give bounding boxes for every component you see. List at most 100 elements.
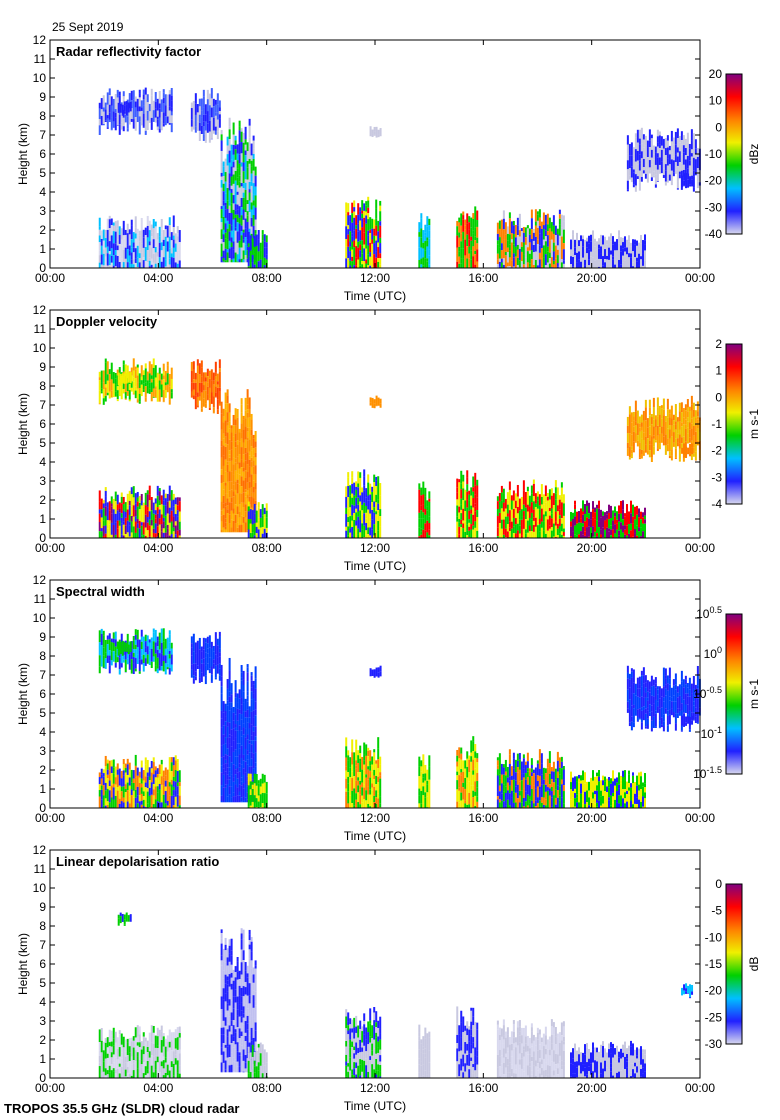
echo-cell — [546, 492, 549, 497]
echo-cell — [542, 504, 545, 515]
echo-cell — [353, 495, 356, 506]
echo-cell — [680, 140, 683, 145]
echo-cell — [612, 256, 614, 260]
echo-cell — [162, 375, 165, 380]
echo-cell — [252, 684, 255, 694]
echo-cell — [228, 481, 231, 491]
echo-cell — [351, 771, 354, 778]
echo-cell — [458, 522, 461, 527]
echo-cell — [426, 510, 429, 521]
echo-cell — [377, 129, 380, 135]
echo-cell — [347, 477, 350, 486]
echo-cell — [572, 512, 574, 519]
echo-cell — [230, 694, 233, 703]
echo-cell — [128, 121, 131, 125]
echo-cell — [116, 769, 119, 775]
echo-cell — [532, 229, 535, 233]
echo-cell — [148, 382, 151, 389]
echo-cell — [584, 513, 586, 522]
echo-cell — [373, 761, 376, 770]
echo-cell — [624, 525, 626, 530]
echo-cell — [230, 707, 233, 718]
echo-cell — [222, 744, 225, 757]
echo-cell — [136, 228, 139, 234]
echo-cell — [238, 142, 241, 155]
echo-cell — [228, 150, 231, 163]
echo-cell — [476, 243, 479, 250]
echo-cell — [224, 161, 227, 173]
echo-cell — [606, 240, 608, 245]
echo-cell — [218, 100, 221, 108]
echo-cell — [226, 172, 229, 183]
echo-cell — [656, 129, 659, 137]
echo-cell — [128, 663, 131, 670]
echo-cell — [226, 182, 229, 189]
echo-cell — [634, 533, 636, 538]
echo-cell — [456, 755, 459, 762]
echo-cell — [160, 784, 163, 797]
echo-cell — [546, 796, 549, 808]
echo-cell — [347, 535, 350, 538]
echo-cell — [164, 780, 167, 787]
echo-cell — [556, 528, 559, 536]
echo-cell — [232, 154, 235, 162]
panel-title: Radar reflectivity factor — [56, 44, 201, 59]
echo-cell — [176, 497, 179, 506]
y-tick-label: 2 — [39, 223, 46, 237]
echo-cell — [98, 250, 101, 256]
echo-cell — [496, 259, 499, 265]
echo-cell — [130, 219, 133, 226]
echo-cell — [458, 758, 461, 772]
echo-cell — [578, 534, 580, 538]
echo-cell — [198, 130, 201, 141]
echo-cell — [224, 716, 227, 722]
echo-cell — [214, 665, 217, 678]
echo-cell — [144, 110, 147, 119]
echo-cell — [249, 523, 252, 529]
echo-cell — [144, 514, 147, 528]
echo-cell — [259, 259, 262, 268]
echo-cell — [156, 495, 159, 508]
echo-cell — [586, 500, 588, 506]
echo-cell — [250, 181, 253, 186]
echo-cell — [361, 514, 364, 524]
echo-cell — [152, 110, 155, 119]
echo-cell — [261, 803, 264, 808]
echo-cell — [540, 763, 543, 775]
echo-cell — [126, 116, 129, 129]
echo-cell — [638, 448, 641, 458]
echo-cell — [118, 520, 121, 526]
echo-cell — [510, 242, 513, 256]
echo-cell — [108, 104, 111, 113]
echo-cell — [534, 503, 537, 507]
echo-cell — [574, 509, 576, 517]
echo-cell — [108, 215, 111, 220]
echo-cell — [130, 789, 133, 796]
echo-cell — [98, 501, 101, 510]
echo-cell — [196, 381, 199, 393]
echo-cell — [190, 119, 193, 127]
echo-cell — [170, 232, 173, 241]
echo-cell — [574, 251, 576, 256]
echo-cell — [359, 520, 362, 533]
echo-cell — [218, 111, 221, 115]
echo-cell — [242, 471, 245, 481]
echo-cell — [367, 219, 370, 231]
echo-cell — [222, 183, 225, 192]
echo-cell — [678, 421, 681, 430]
echo-cell — [546, 767, 549, 776]
echo-cell — [528, 495, 531, 507]
echo-cell — [636, 240, 638, 246]
echo-cell — [369, 517, 372, 522]
echo-cell — [142, 247, 145, 258]
echo-cell — [538, 217, 541, 226]
echo-cell — [234, 714, 237, 725]
echo-cell — [556, 499, 559, 506]
echo-cell — [247, 243, 250, 248]
echo-cell — [602, 515, 604, 528]
echo-cell — [247, 266, 250, 268]
echo-cell — [528, 266, 531, 268]
echo-cell — [114, 784, 117, 790]
echo-cell — [542, 229, 545, 240]
echo-cell — [110, 503, 113, 507]
